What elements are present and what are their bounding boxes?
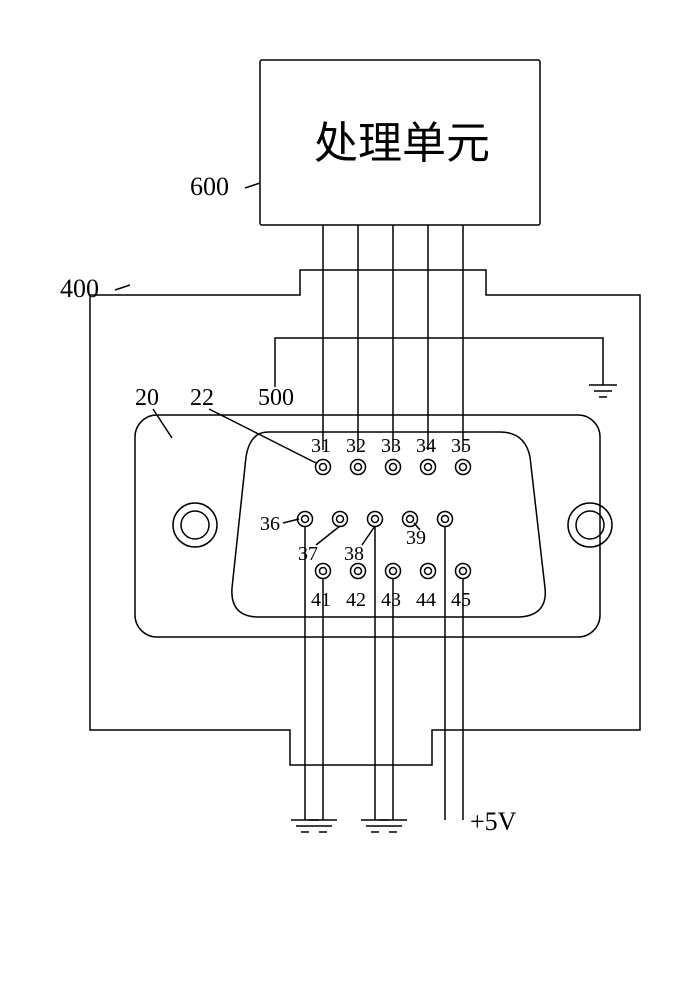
pin-r2extra-hole <box>442 516 449 523</box>
processing-unit-label: 处理单元 <box>314 119 490 168</box>
pin-label-34: 34 <box>416 435 436 457</box>
pin-35 <box>456 460 471 475</box>
pin-label-32: 32 <box>346 435 366 457</box>
pin-42-hole <box>355 568 362 575</box>
pin-label-39: 39 <box>406 527 426 549</box>
pin-38 <box>368 512 383 527</box>
gnd-top-right-wire <box>555 338 603 385</box>
pin-44 <box>421 564 436 579</box>
pin-r2extra <box>438 512 453 527</box>
pin-label-42: 42 <box>346 589 366 611</box>
connector-outer <box>135 415 600 637</box>
pin-33-hole <box>390 464 397 471</box>
ref-500-leader <box>275 338 555 387</box>
device-outline <box>90 270 640 765</box>
pin-35-hole <box>460 464 467 471</box>
pin-37-hole <box>337 516 344 523</box>
pin-label-37: 37 <box>298 543 318 565</box>
pin-label-35: 35 <box>451 435 471 457</box>
pin-37 <box>333 512 348 527</box>
ref-22: 22 <box>190 385 214 411</box>
pin-34 <box>421 460 436 475</box>
pin-42 <box>351 564 366 579</box>
ref-600: 600 <box>190 172 229 201</box>
pin-36-hole <box>302 516 309 523</box>
ref-500: 500 <box>258 385 294 411</box>
diagram-svg: 处理单元 600 400 500 31 32 33 34 35 41 42 43 44 45 36 37 38 3… <box>0 0 692 1000</box>
pin-41 <box>316 564 331 579</box>
diagram-stage: 处理单元 600 400 500 31 32 33 34 35 41 42 43 44 45 36 37 38 3… <box>0 0 692 1000</box>
pin-label-33: 33 <box>381 435 401 457</box>
pin-43-hole <box>390 568 397 575</box>
pin-label-31: 31 <box>311 435 331 457</box>
pin-39-hole <box>407 516 414 523</box>
mount-left-inner <box>181 511 209 539</box>
pin-31 <box>316 460 331 475</box>
pin-31-hole <box>320 464 327 471</box>
pin-45 <box>456 564 471 579</box>
pin-32-hole <box>355 464 362 471</box>
pin-32 <box>351 460 366 475</box>
ref-20: 20 <box>135 385 159 411</box>
pin-33 <box>386 460 401 475</box>
pin-label-44: 44 <box>416 589 436 611</box>
pin-44-hole <box>425 568 432 575</box>
pin-38-hole <box>372 516 379 523</box>
pin-41-hole <box>320 568 327 575</box>
pin-label-41: 41 <box>311 589 331 611</box>
pin-34-hole <box>425 464 432 471</box>
pin-label-43: 43 <box>381 589 401 611</box>
pin-label-45: 45 <box>451 589 471 611</box>
pin-36 <box>298 512 313 527</box>
pin-45-hole <box>460 568 467 575</box>
mount-right-outer <box>568 503 612 547</box>
ref-400: 400 <box>60 274 99 303</box>
pin-43 <box>386 564 401 579</box>
mount-left-outer <box>173 503 217 547</box>
plus5v-label: +5V <box>470 807 517 836</box>
pin-label-38: 38 <box>344 543 364 565</box>
pin-label-36: 36 <box>260 513 280 535</box>
